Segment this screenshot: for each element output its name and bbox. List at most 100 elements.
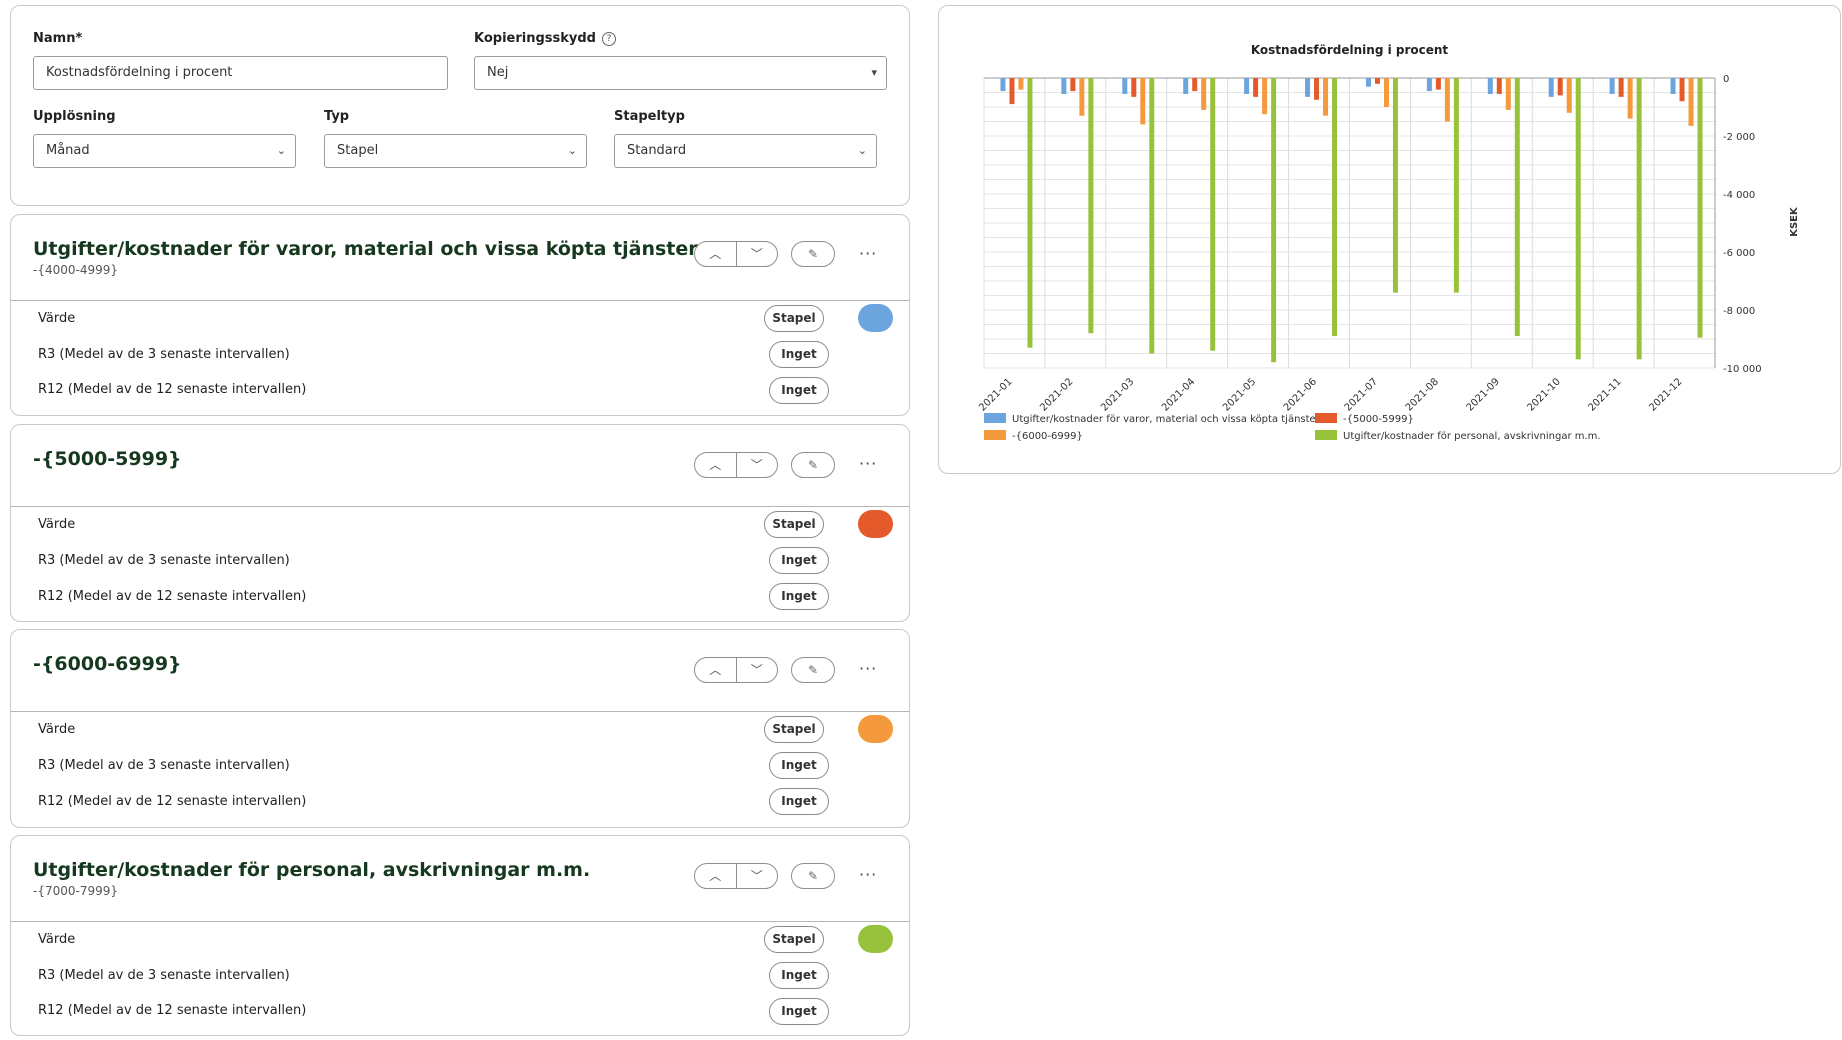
- resolution-select[interactable]: Månad ⌄: [33, 134, 296, 168]
- ellipsis-icon[interactable]: ···: [859, 454, 878, 473]
- chevron-down-icon[interactable]: ﹀: [750, 458, 763, 472]
- bar-chart: Kostnadsfördelning i procent 0 -2 000 -4 00…: [977, 43, 1800, 442]
- x-tick-label: 2021-09: [1465, 376, 1502, 413]
- pencil-icon[interactable]: ✎: [791, 241, 835, 267]
- chevron-down-icon[interactable]: ﹀: [750, 663, 763, 677]
- r12-row-label: R12 (Medel av de 12 senaste intervallen): [38, 1003, 307, 1018]
- x-tick-label: 2021-04: [1160, 376, 1197, 413]
- color-swatch[interactable]: [858, 715, 893, 743]
- bar: [1305, 78, 1311, 97]
- y-tick-label: -2 000: [1723, 132, 1755, 143]
- bar: [1575, 78, 1581, 360]
- question-circle-icon[interactable]: ?: [602, 32, 616, 46]
- chevron-up-icon[interactable]: ︿: [695, 453, 737, 477]
- bar: [1088, 78, 1094, 334]
- bar: [1374, 78, 1380, 84]
- x-tick-label: 2021-02: [1038, 376, 1075, 413]
- bar: [1365, 78, 1371, 87]
- stacktype-label: Stapeltyp: [614, 109, 685, 124]
- pencil-icon[interactable]: ✎: [791, 452, 835, 478]
- bar: [1627, 78, 1633, 119]
- r12-type-button[interactable]: Inget: [769, 377, 829, 404]
- divider: [11, 506, 909, 507]
- bar: [1140, 78, 1146, 125]
- value-row-label: Värde: [38, 932, 76, 947]
- pencil-icon[interactable]: ✎: [791, 863, 835, 889]
- bar: [1149, 78, 1155, 354]
- bar: [1000, 78, 1006, 92]
- ellipsis-icon[interactable]: ···: [859, 659, 878, 678]
- name-input[interactable]: Kostnadsfördelning i procent: [33, 56, 448, 90]
- move-buttons: ︿ ﹀: [694, 657, 778, 683]
- r3-row-label: R3 (Medel av de 3 senaste intervallen): [38, 347, 290, 362]
- move-buttons: ︿ ﹀: [694, 452, 778, 478]
- bar: [1018, 78, 1024, 90]
- bar: [1514, 78, 1520, 337]
- copy-protection-select[interactable]: Nej ▾: [474, 56, 887, 90]
- r12-type-button[interactable]: Inget: [769, 998, 829, 1025]
- value-type-button[interactable]: Stapel: [764, 926, 824, 953]
- series-title: Utgifter/kostnader för varor, material o…: [33, 238, 698, 260]
- copy-protection-label-text: Kopieringsskydd: [474, 31, 596, 46]
- chevron-up-icon[interactable]: ︿: [695, 242, 737, 266]
- color-swatch[interactable]: [858, 510, 893, 538]
- bar: [1183, 78, 1189, 94]
- chevron-down-icon: ⌄: [276, 144, 286, 157]
- bar: [1323, 78, 1329, 116]
- x-tick-label: 2021-11: [1586, 376, 1623, 413]
- chevron-up-icon[interactable]: ︿: [695, 658, 737, 682]
- value-type-button[interactable]: Stapel: [764, 716, 824, 743]
- color-swatch[interactable]: [858, 304, 893, 332]
- chevron-down-icon[interactable]: ﹀: [750, 869, 763, 883]
- stacktype-select[interactable]: Standard ⌄: [614, 134, 877, 168]
- value-type-button[interactable]: Stapel: [764, 305, 824, 332]
- x-tick-label: 2021-08: [1404, 376, 1441, 413]
- r3-row-label: R3 (Medel av de 3 senaste intervallen): [38, 968, 290, 983]
- ellipsis-icon[interactable]: ···: [859, 865, 878, 884]
- bar: [1383, 78, 1389, 107]
- divider: [11, 300, 909, 301]
- legend-label: Utgifter/kostnader för personal, avskriv…: [1343, 431, 1601, 442]
- chart-title: Kostnadsfördelning i procent: [1251, 43, 1449, 57]
- chevron-down-icon[interactable]: ﹀: [750, 247, 763, 261]
- y-tick-label: -4 000: [1723, 190, 1755, 201]
- y-tick-label: -8 000: [1723, 306, 1755, 317]
- type-label: Typ: [324, 109, 350, 124]
- bar: [1435, 78, 1441, 90]
- r3-type-button[interactable]: Inget: [769, 547, 829, 574]
- chevron-up-icon[interactable]: ︿: [695, 864, 737, 888]
- r3-row-label: R3 (Medel av de 3 senaste intervallen): [38, 553, 290, 568]
- r3-type-button[interactable]: Inget: [769, 752, 829, 779]
- r12-type-button[interactable]: Inget: [769, 788, 829, 815]
- value-type-button[interactable]: Stapel: [764, 511, 824, 538]
- resolution-value: Månad: [46, 143, 90, 158]
- bar: [1670, 78, 1676, 94]
- bar: [1548, 78, 1554, 97]
- bar: [1332, 78, 1338, 337]
- x-tick-label: 2021-10: [1525, 376, 1562, 413]
- bar: [1557, 78, 1563, 96]
- pencil-icon[interactable]: ✎: [791, 657, 835, 683]
- chart-preview-card: Kostnadsfördelning i procent 0 -2 000 -4 00…: [938, 5, 1841, 474]
- bar: [1505, 78, 1511, 110]
- bar: [1131, 78, 1137, 97]
- caret-down-icon: ▾: [871, 66, 877, 79]
- type-select[interactable]: Stapel ⌄: [324, 134, 587, 168]
- r3-type-button[interactable]: Inget: [769, 341, 829, 368]
- bar: [1453, 78, 1459, 293]
- divider: [11, 921, 909, 922]
- r12-row-label: R12 (Medel av de 12 senaste intervallen): [38, 382, 307, 397]
- r3-type-button[interactable]: Inget: [769, 962, 829, 989]
- y-tick-label: 0: [1723, 74, 1729, 85]
- ellipsis-icon[interactable]: ···: [859, 244, 878, 263]
- bar: [1253, 78, 1259, 97]
- series-card: -{6000-6999} ︿ ﹀ ✎ ··· Värde Stapel R3 (M…: [10, 629, 910, 828]
- value-row-label: Värde: [38, 517, 76, 532]
- series-card: Utgifter/kostnader för varor, material o…: [10, 214, 910, 416]
- bar: [1122, 78, 1128, 94]
- bar: [1618, 78, 1624, 97]
- r12-type-button[interactable]: Inget: [769, 583, 829, 610]
- color-swatch[interactable]: [858, 925, 893, 953]
- copy-protection-value: Nej: [487, 65, 509, 80]
- bar: [1271, 78, 1277, 363]
